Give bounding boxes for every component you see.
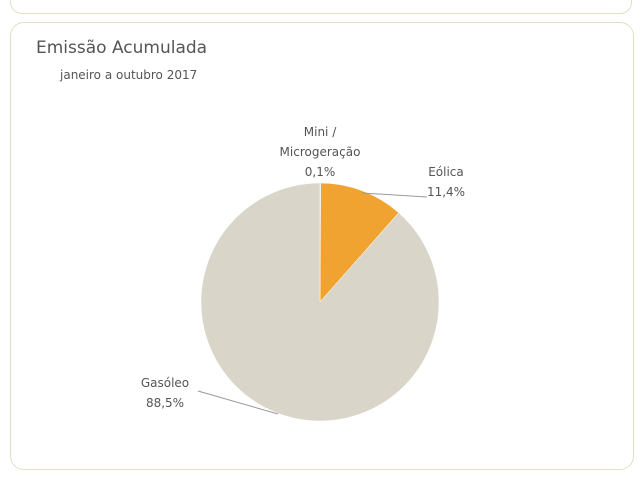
slice-label: Eólica [428, 165, 464, 179]
pie-slice [200, 182, 440, 422]
panel [10, 22, 634, 470]
slice-value: 11,4% [426, 185, 466, 199]
slice-label: Mini / Microgeração [279, 125, 361, 159]
leader-line [361, 192, 428, 198]
chart-title: Emissão Acumulada [36, 38, 208, 58]
chart-subtitle: janeiro a outubro 2017 [60, 68, 198, 82]
pie-slice [319, 182, 400, 303]
leader-line [197, 390, 279, 415]
slice-value: 88,5% [145, 396, 185, 410]
slice-value: 0,1% [304, 165, 336, 179]
slice-label: Gasóleo [140, 376, 190, 390]
